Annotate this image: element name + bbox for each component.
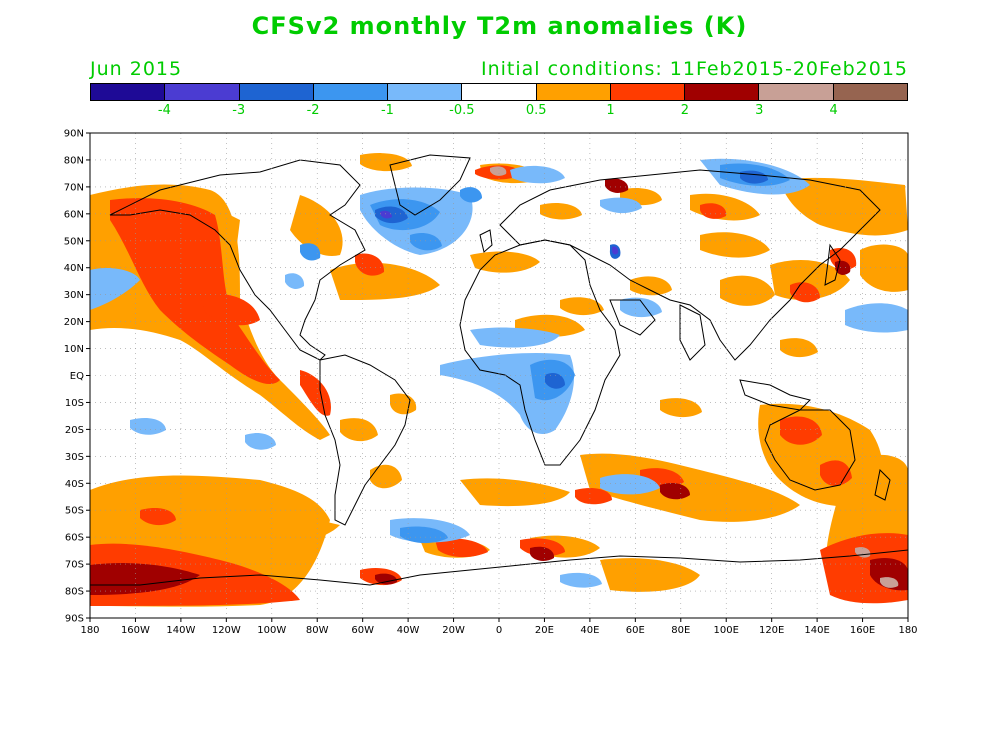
- lon-label: 180: [80, 625, 99, 636]
- anomaly-shading: [90, 153, 908, 607]
- lon-label: 100W: [257, 625, 286, 636]
- colorbar-label: -3: [232, 103, 246, 118]
- grid: [90, 133, 908, 618]
- colorbar-swatch: [91, 84, 166, 100]
- colorbar-label: 3: [755, 103, 764, 118]
- colorbar-swatch: [462, 84, 537, 100]
- latitude-axis: 90N 80N 70N 60N 50N 40N 30N 20N 10N EQ 10S 20S 30S 40…: [64, 129, 90, 625]
- lat-label: 50N: [64, 236, 84, 247]
- lat-label: 40N: [64, 263, 84, 274]
- colorbar-label: -2: [306, 103, 320, 118]
- colorbar-swatch: [685, 84, 760, 100]
- lon-label: 0: [496, 625, 502, 636]
- forecast-month: Jun 2015: [90, 58, 183, 80]
- lat-label: 80N: [64, 155, 84, 166]
- colorbar-label: -0.5: [449, 103, 475, 118]
- colorbar-swatch: [388, 84, 463, 100]
- lon-label: 180: [898, 625, 917, 636]
- lat-label: 70N: [64, 182, 84, 193]
- colorbar: [90, 83, 908, 101]
- lon-label: 140W: [166, 625, 195, 636]
- colorbar-swatch: [759, 84, 834, 100]
- lon-label: 40E: [580, 625, 599, 636]
- lon-label: 60W: [351, 625, 374, 636]
- lon-label: 120E: [759, 625, 784, 636]
- lat-label: 60N: [64, 209, 84, 220]
- lat-label: EQ: [70, 371, 84, 382]
- lat-label: 90S: [65, 614, 84, 625]
- lon-label: 80W: [306, 625, 329, 636]
- lon-label: 140E: [804, 625, 829, 636]
- lat-label: 20N: [64, 317, 84, 328]
- colorbar-swatch: [610, 84, 686, 100]
- lon-label: 160W: [121, 625, 150, 636]
- lat-label: 60S: [65, 533, 84, 544]
- initial-conditions: Initial conditions: 11Feb2015-20Feb2015: [481, 58, 908, 80]
- lat-label: 70S: [65, 560, 84, 571]
- lat-label: 30S: [65, 452, 84, 463]
- lon-label: 100E: [714, 625, 739, 636]
- lon-label: 120W: [212, 625, 241, 636]
- coastlines: [90, 154, 908, 586]
- colorbar-label: 2: [680, 103, 690, 118]
- lon-label: 60E: [626, 625, 645, 636]
- colorbar-label: 0.5: [525, 103, 547, 118]
- lon-label: 80E: [671, 625, 690, 636]
- lat-label: 10S: [65, 398, 84, 409]
- lon-label: 160E: [850, 625, 875, 636]
- colorbar-label: 1: [606, 103, 615, 118]
- lat-label: 40S: [65, 479, 84, 490]
- lat-label: 30N: [64, 290, 84, 301]
- lat-label: 90N: [64, 129, 84, 140]
- colorbar-label: 4: [829, 103, 838, 118]
- longitude-axis: 180 160W 140W 120W 100W 80W 60W 40W 20W 0 20E 40E 60…: [80, 618, 918, 636]
- lat-label: 20S: [65, 425, 84, 436]
- lat-label: 50S: [65, 506, 84, 517]
- lat-label: 80S: [65, 587, 84, 598]
- lon-label: 20E: [535, 625, 554, 636]
- colorbar-label: -4: [157, 103, 171, 118]
- colorbar-swatch: [313, 84, 389, 100]
- colorbar-label: -1: [380, 103, 394, 118]
- lon-label: 20W: [442, 625, 465, 636]
- colorbar-swatch: [833, 84, 907, 100]
- lat-label: 10N: [64, 344, 84, 355]
- colorbar-swatch: [536, 84, 611, 100]
- colorbar-swatch: [165, 84, 240, 100]
- map-title: CFSv2 monthly T2m anomalies (K): [251, 12, 748, 40]
- colorbar-swatch: [239, 84, 314, 100]
- lon-label: 40W: [397, 625, 420, 636]
